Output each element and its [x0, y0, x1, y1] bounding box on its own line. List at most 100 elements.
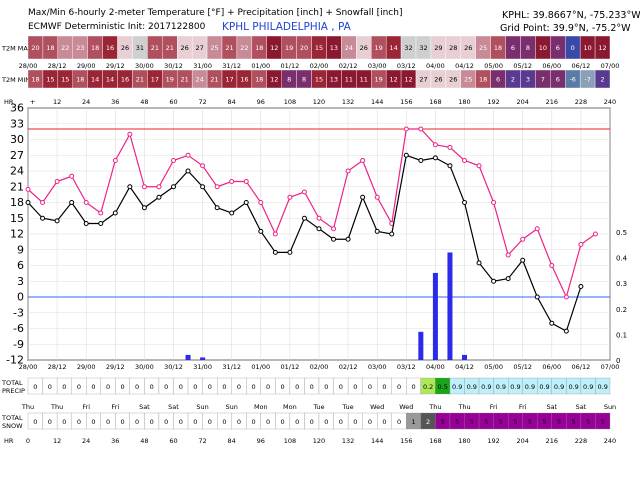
strip-time-label: 29/12: [106, 62, 125, 70]
hr-value-bottom: 84: [228, 437, 236, 445]
t2m-min-strip-value: 11: [345, 76, 353, 84]
strip-time-label: 31/12: [222, 62, 241, 70]
series-point: [156, 184, 162, 190]
x-tick-label: 03/12: [397, 363, 416, 371]
total-precip-value: 0: [135, 383, 139, 391]
t2m-max-strip-value: 19: [375, 44, 383, 52]
hr-value: 12: [53, 98, 61, 106]
series-point: [476, 260, 482, 266]
strip-time-label: 03/00: [368, 62, 387, 70]
strip-time-label: 28/12: [48, 62, 67, 70]
total-precip-value: 0.5: [438, 383, 448, 391]
day-label: Sun: [196, 403, 208, 411]
series-point: [214, 184, 220, 190]
hr-value: 144: [371, 98, 383, 106]
total-snow-value: 0: [106, 418, 110, 426]
day-label: Sat: [546, 403, 557, 411]
strip-time-label: 04/00: [426, 62, 445, 70]
hr-value: 132: [342, 98, 354, 106]
total-snow-value: 0: [179, 418, 183, 426]
series-point: [520, 257, 526, 263]
series-point: [112, 210, 118, 216]
t2m-max-strip-value: 32: [404, 44, 412, 52]
hr-value-bottom: 108: [284, 437, 296, 445]
x-tick-label: 29/12: [106, 363, 125, 371]
series-point: [491, 200, 497, 205]
hr-value-bottom: 156: [400, 437, 412, 445]
hr-value: 168: [429, 98, 441, 106]
total-precip-value: 0: [295, 383, 299, 391]
t2m-max-strip-value: 18: [255, 44, 263, 52]
t2m-max-strip-value: 6: [511, 44, 515, 52]
y-right-tick-label: 0: [616, 357, 620, 365]
strip-time-label: 30/12: [164, 62, 183, 70]
series-point: [200, 163, 206, 169]
t2m-max-strip-value: 26: [464, 44, 472, 52]
t2m-max-strip-value: 8: [526, 44, 530, 52]
total-snow-value: 5: [557, 418, 561, 426]
total-precip-value: 0.9: [525, 383, 535, 391]
total-precip-value: 0.9: [481, 383, 491, 391]
t2m-min-strip-value: 12: [389, 76, 397, 84]
x-tick-label: 04/00: [426, 363, 445, 371]
chart-title: Max/Min 6-hourly 2-meter Temperature [°F…: [28, 8, 403, 18]
strip-time-label: 28/00: [19, 62, 38, 70]
t2m-max-strip-value: 27: [195, 44, 203, 52]
x-tick-label: 02/00: [310, 363, 329, 371]
t2m-max-strip-value: 18: [494, 44, 502, 52]
total-precip-value: 0.9: [598, 383, 608, 391]
total-snow-value: 0: [237, 418, 241, 426]
series-point: [432, 155, 438, 161]
t2m-min-strip-value: 14: [106, 76, 114, 84]
t2m-max-strip-value: 31: [136, 44, 144, 52]
day-label: Fri: [519, 403, 527, 411]
t2m-min-strip-value: 13: [330, 76, 338, 84]
strip-time-label: 06/00: [542, 62, 561, 70]
series-point: [54, 218, 60, 224]
total-snow-value: 0: [222, 418, 226, 426]
t2m-min-strip-value: 25: [464, 76, 472, 84]
hr-value: 240: [604, 98, 616, 106]
station-coords: KPHL: 39.8667°N, -75.233°W: [502, 10, 640, 21]
series-point: [141, 184, 147, 190]
x-tick-label: 28/00: [19, 363, 38, 371]
precip-bar: [418, 331, 424, 360]
day-label: Thu: [457, 403, 470, 411]
series-point: [171, 158, 176, 163]
t2m-min-strip-value: 2: [511, 76, 515, 84]
y-right-tick-label: 0.4: [616, 255, 628, 263]
total-precip-label-bottom: PRECIP: [2, 387, 25, 395]
y-tick-label: 0: [17, 291, 24, 304]
total-snow-value: 5: [528, 418, 532, 426]
total-precip-value: 0: [281, 383, 285, 391]
total-snow-value: 0: [164, 418, 168, 426]
total-snow-label-top: TOTAL: [1, 414, 23, 422]
series-point: [578, 242, 584, 247]
strip-time-label: 05/00: [484, 62, 503, 70]
series-point: [505, 252, 511, 258]
series-point: [272, 231, 278, 237]
series-point: [258, 228, 264, 234]
series-point: [141, 205, 147, 211]
y-tick-label: 12: [10, 228, 24, 241]
hr-value: 36: [111, 98, 119, 106]
series-point: [54, 179, 60, 184]
t2m-min-strip-value: 8: [302, 76, 306, 84]
total-precip-value: 0.9: [568, 383, 578, 391]
total-snow-value: 0: [121, 418, 125, 426]
hr-value-bottom: 0: [26, 437, 30, 445]
series-point: [476, 163, 482, 169]
t2m-min-strip-value: 21: [181, 76, 189, 84]
hr-value-bottom: 192: [487, 437, 499, 445]
total-snow-value: 0: [77, 418, 81, 426]
total-snow-value: 5: [572, 418, 576, 426]
t2m-min-strip-value: 17: [225, 76, 233, 84]
total-precip-value: 0: [237, 383, 241, 391]
day-label: Mon: [283, 403, 297, 411]
total-precip-cell: [595, 377, 611, 395]
total-snow-value: 0: [368, 418, 372, 426]
total-snow-value: 0: [281, 418, 285, 426]
y-right-tick-label: 0.3: [616, 280, 627, 288]
t2m-max-strip-value: 18: [46, 44, 54, 52]
series-point: [491, 278, 497, 284]
